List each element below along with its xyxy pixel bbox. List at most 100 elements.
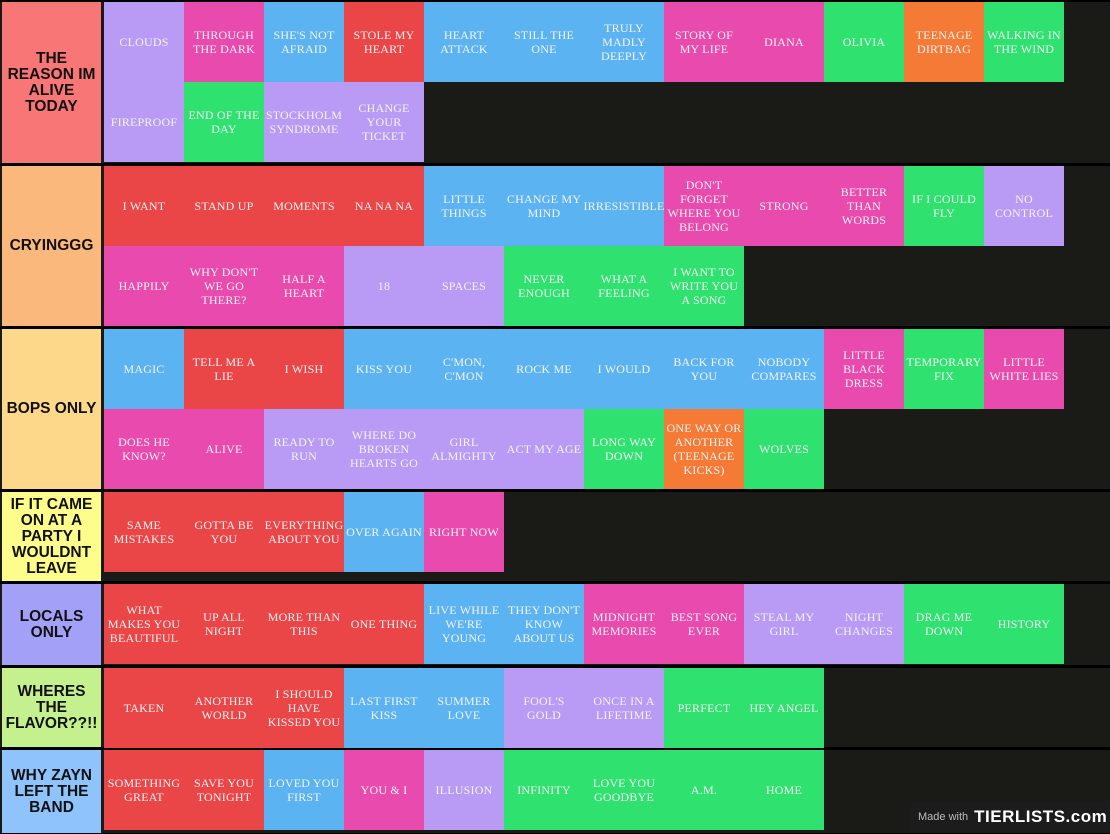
song-tile[interactable]: MIDNIGHT MEMORIES: [584, 584, 664, 664]
song-tile[interactable]: HALF A HEART: [264, 246, 344, 326]
song-tile[interactable]: SAVE YOU TONIGHT: [184, 750, 264, 830]
song-tile[interactable]: GOTTA BE YOU: [184, 492, 264, 572]
song-tile[interactable]: WHAT MAKES YOU BEAUTIFUL: [104, 584, 184, 664]
song-tile[interactable]: BETTER THAN WORDS: [824, 166, 904, 246]
song-tile[interactable]: LIVE WHILE WE'RE YOUNG: [424, 584, 504, 664]
song-tile[interactable]: ROCK ME: [504, 329, 584, 409]
song-tile[interactable]: I WOULD: [584, 329, 664, 409]
song-tile[interactable]: TAKEN: [104, 668, 184, 748]
song-tile[interactable]: I WISH: [264, 329, 344, 409]
song-tile[interactable]: BACK FOR YOU: [664, 329, 744, 409]
tier-label[interactable]: WHERES THE FLAVOR??!!: [2, 668, 101, 747]
song-tile[interactable]: I WANT TO WRITE YOU A SONG: [664, 246, 744, 326]
song-tile[interactable]: LOVE YOU GOODBYE: [584, 750, 664, 830]
song-tile[interactable]: HAPPILY: [104, 246, 184, 326]
song-tile[interactable]: STAND UP: [184, 166, 264, 246]
song-tile[interactable]: WALKING IN THE WIND: [984, 2, 1064, 82]
song-tile[interactable]: NA NA NA: [344, 166, 424, 246]
song-tile[interactable]: YOU & I: [344, 750, 424, 830]
song-tile[interactable]: WHY DON'T WE GO THERE?: [184, 246, 264, 326]
song-tile[interactable]: OVER AGAIN: [344, 492, 424, 572]
song-tile[interactable]: GIRL ALMIGHTY: [424, 409, 504, 489]
song-tile[interactable]: ACT MY AGE: [504, 409, 584, 489]
song-tile[interactable]: DIANA: [744, 2, 824, 82]
song-tile[interactable]: READY TO RUN: [264, 409, 344, 489]
song-tile[interactable]: NOBODY COMPARES: [744, 329, 824, 409]
song-tile[interactable]: DOES HE KNOW?: [104, 409, 184, 489]
song-tile[interactable]: UP ALL NIGHT: [184, 584, 264, 664]
song-tile[interactable]: ONCE IN A LIFETIME: [584, 668, 664, 748]
song-tile[interactable]: A.M.: [664, 750, 744, 830]
song-tile[interactable]: STOLE MY HEART: [344, 2, 424, 82]
song-tile[interactable]: THROUGH THE DARK: [184, 2, 264, 82]
song-tile[interactable]: WHAT A FEELING: [584, 246, 664, 326]
song-tile[interactable]: LITTLE THINGS: [424, 166, 504, 246]
tier-label[interactable]: CRYINGGG: [2, 166, 101, 326]
song-tile[interactable]: SOMETHING GREAT: [104, 750, 184, 830]
song-tile[interactable]: INFINITY: [504, 750, 584, 830]
song-tile[interactable]: STEAL MY GIRL: [744, 584, 824, 664]
song-tile[interactable]: TRULY MADLY DEEPLY: [584, 2, 664, 82]
song-tile[interactable]: FOOL'S GOLD: [504, 668, 584, 748]
song-tile[interactable]: CLOUDS: [104, 2, 184, 82]
song-tile[interactable]: END OF THE DAY: [184, 82, 264, 162]
song-tile[interactable]: LITTLE BLACK DRESS: [824, 329, 904, 409]
song-tile[interactable]: SUMMER LOVE: [424, 668, 504, 748]
song-tile[interactable]: STORY OF MY LIFE: [664, 2, 744, 82]
song-tile[interactable]: HOME: [744, 750, 824, 830]
song-tile[interactable]: IF I COULD FLY: [904, 166, 984, 246]
song-tile[interactable]: RIGHT NOW: [424, 492, 504, 572]
song-tile[interactable]: EVERYTHING ABOUT YOU: [264, 492, 344, 572]
song-tile[interactable]: THEY DON'T KNOW ABOUT US: [504, 584, 584, 664]
song-tile[interactable]: MAGIC: [104, 329, 184, 409]
song-tile[interactable]: STILL THE ONE: [504, 2, 584, 82]
song-tile[interactable]: HEART ATTACK: [424, 2, 504, 82]
song-tile[interactable]: MOMENTS: [264, 166, 344, 246]
song-tile[interactable]: MORE THAN THIS: [264, 584, 344, 664]
tier-row: WHERES THE FLAVOR??!! TAKEN ANOTHER WORLD I…: [0, 666, 1110, 748]
song-tile[interactable]: LONG WAY DOWN: [584, 409, 664, 489]
song-tile[interactable]: LOVED YOU FIRST: [264, 750, 344, 830]
song-tile[interactable]: TELL ME A LIE: [184, 329, 264, 409]
song-tile[interactable]: TEMPORARY FIX: [904, 329, 984, 409]
tier-label[interactable]: IF IT CAME ON AT A PARTY I WOULDNT LEAVE: [2, 492, 101, 581]
song-tile[interactable]: I SHOULD HAVE KISSED YOU: [264, 668, 344, 748]
song-tile[interactable]: ONE THING: [344, 584, 424, 664]
song-tile[interactable]: BEST SONG EVER: [664, 584, 744, 664]
song-tile[interactable]: 18: [344, 246, 424, 326]
song-tile[interactable]: STRONG: [744, 166, 824, 246]
song-tile[interactable]: PERFECT: [664, 668, 744, 748]
song-tile[interactable]: DRAG ME DOWN: [904, 584, 984, 664]
song-tile[interactable]: NEVER ENOUGH: [504, 246, 584, 326]
song-tile[interactable]: HISTORY: [984, 584, 1064, 664]
song-tile[interactable]: IRRESISTIBLE: [584, 166, 664, 246]
song-tile[interactable]: FIREPROOF: [104, 82, 184, 162]
song-tile[interactable]: OLIVIA: [824, 2, 904, 82]
song-tile[interactable]: SAME MISTAKES: [104, 492, 184, 572]
song-tile[interactable]: WOLVES: [744, 409, 824, 489]
song-tile[interactable]: DON'T FORGET WHERE YOU BELONG: [664, 166, 744, 246]
song-tile[interactable]: CHANGE YOUR TICKET: [344, 82, 424, 162]
song-tile[interactable]: I WANT: [104, 166, 184, 246]
tier-label[interactable]: LOCALS ONLY: [2, 584, 101, 665]
song-tile[interactable]: SHE'S NOT AFRAID: [264, 2, 344, 82]
song-tile[interactable]: LAST FIRST KISS: [344, 668, 424, 748]
song-tile[interactable]: NIGHT CHANGES: [824, 584, 904, 664]
tier-label[interactable]: WHY ZAYN LEFT THE BAND: [2, 750, 101, 833]
tier-label[interactable]: THE REASON IM ALIVE TODAY: [2, 2, 101, 163]
song-tile[interactable]: ONE WAY OR ANOTHER (TEENAGE KICKS): [664, 409, 744, 489]
song-tile[interactable]: ALIVE: [184, 409, 264, 489]
song-tile[interactable]: STOCKHOLM SYNDROME: [264, 82, 344, 162]
song-tile[interactable]: CHANGE MY MIND: [504, 166, 584, 246]
tier-label[interactable]: BOPS ONLY: [2, 329, 101, 489]
song-tile[interactable]: HEY ANGEL: [744, 668, 824, 748]
song-tile[interactable]: WHERE DO BROKEN HEARTS GO: [344, 409, 424, 489]
song-tile[interactable]: ANOTHER WORLD: [184, 668, 264, 748]
song-tile[interactable]: SPACES: [424, 246, 504, 326]
song-tile[interactable]: TEENAGE DIRTBAG: [904, 2, 984, 82]
song-tile[interactable]: ILLUSION: [424, 750, 504, 830]
song-tile[interactable]: NO CONTROL: [984, 166, 1064, 246]
song-tile[interactable]: KISS YOU: [344, 329, 424, 409]
song-tile[interactable]: C'MON, C'MON: [424, 329, 504, 409]
song-tile[interactable]: LITTLE WHITE LIES: [984, 329, 1064, 409]
